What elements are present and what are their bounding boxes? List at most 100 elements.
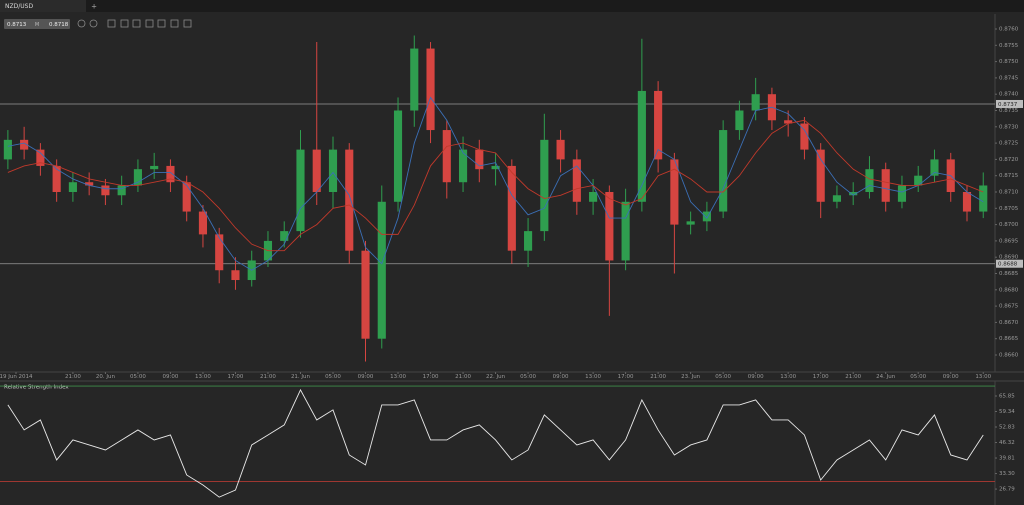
candle-body <box>475 149 484 170</box>
quote-box <box>4 19 70 29</box>
y-tick-label: 0.8715 <box>999 173 1019 179</box>
candle-body <box>719 130 728 212</box>
x-tick-label: 13:00 <box>195 374 211 380</box>
tab-label[interactable]: NZD/USD <box>5 3 33 10</box>
price-level-label: 0.8688 <box>998 262 1018 268</box>
y-tick-label: 0.8735 <box>999 108 1019 114</box>
candle-body <box>442 130 451 183</box>
y-tick-label: 39.81 <box>999 456 1015 462</box>
candle-body <box>101 185 110 196</box>
candle-body <box>345 149 354 251</box>
candle-body <box>800 123 809 150</box>
tool-line[interactable] <box>145 19 154 28</box>
candle-body <box>524 231 533 251</box>
y-tick-label: 0.8725 <box>999 141 1019 147</box>
y-tick-label: 0.8745 <box>999 75 1019 81</box>
quote-separator: M <box>35 22 39 28</box>
candle-body <box>832 195 842 202</box>
candle-body <box>377 201 386 339</box>
x-tick-label: 05:00 <box>910 374 926 380</box>
price-level-tag <box>996 259 1023 268</box>
y-tick-label: 0.8685 <box>999 271 1019 277</box>
candle-body <box>914 175 923 186</box>
zoom-in[interactable] <box>77 19 86 28</box>
x-tick-label: 17:00 <box>423 374 439 380</box>
y-tick-label: 0.8700 <box>999 222 1019 228</box>
x-tick-label: 05:00 <box>715 374 731 380</box>
toolbar <box>77 19 192 28</box>
candle-body <box>654 90 663 160</box>
x-tick-label: 21:00 <box>650 374 666 380</box>
x-tick-label: 21:00 <box>455 374 471 380</box>
x-tick-label: 13:00 <box>975 374 991 380</box>
x-tick-label: 19 Jun 2014 <box>0 374 33 380</box>
tool-indicators[interactable] <box>157 19 166 28</box>
tool-bars[interactable] <box>132 19 141 28</box>
y-tick-label: 0.8750 <box>999 59 1019 65</box>
candle-body <box>52 165 61 192</box>
candle-body <box>930 159 939 176</box>
x-tick-label: 05:00 <box>325 374 341 380</box>
y-tick-label: 0.8760 <box>999 26 1019 32</box>
candle-body <box>166 165 175 183</box>
x-tick-label: 09:00 <box>748 374 764 380</box>
rsi-title: Relative Strength Index <box>4 385 69 391</box>
candle-body <box>328 149 338 192</box>
candle-body <box>816 149 825 202</box>
x-tick-label: 21:00 <box>65 374 81 380</box>
candle-body <box>979 185 988 212</box>
y-tick-label: 0.8695 <box>999 238 1019 244</box>
candle-body <box>85 182 94 186</box>
y-tick-label: 0.8675 <box>999 304 1019 310</box>
y-tick-label: 0.8680 <box>999 287 1019 293</box>
y-tick-label: 0.8665 <box>999 336 1019 342</box>
candle-body <box>296 149 305 232</box>
x-tick-label: 13:00 <box>390 374 406 380</box>
candle-body <box>150 165 159 170</box>
add-tab[interactable]: + <box>91 3 97 11</box>
moving-average <box>7 119 984 252</box>
candle-body <box>735 110 744 131</box>
x-tick-label: 17:00 <box>618 374 634 380</box>
candle-body <box>589 192 598 202</box>
x-tick-label: 21:00 <box>845 374 861 380</box>
x-tick-label: 09:00 <box>163 374 179 380</box>
candle-body <box>572 159 581 202</box>
x-tick-label: 24. Jun <box>876 374 896 380</box>
tab-bar <box>0 0 1024 12</box>
tool-crosshair[interactable] <box>107 19 116 28</box>
candle-body <box>962 192 972 212</box>
candle-body <box>68 182 77 192</box>
y-tick-label: 0.8730 <box>999 124 1019 130</box>
tool-settings[interactable] <box>183 19 192 28</box>
x-tick-label: 23. Jun <box>681 374 701 380</box>
candle-body <box>751 94 760 111</box>
candle-body <box>702 211 711 222</box>
candle-body <box>686 221 695 225</box>
zoom-out[interactable] <box>89 19 98 28</box>
candle-body <box>605 192 614 261</box>
candle-body <box>865 169 874 192</box>
candle-body <box>458 149 468 183</box>
x-tick-label: 21:00 <box>260 374 276 380</box>
y-tick-label: 46.32 <box>999 440 1015 446</box>
y-tick-label: 0.8755 <box>999 43 1019 49</box>
tool-draw[interactable] <box>170 19 179 28</box>
tab[interactable] <box>0 0 86 12</box>
candle-body <box>280 231 289 241</box>
y-tick-label: 0.8660 <box>999 353 1019 359</box>
y-tick-label: 26.79 <box>999 487 1015 493</box>
candle-body <box>637 90 646 202</box>
tool-candles[interactable] <box>120 19 129 28</box>
x-tick-label: 20. Jun <box>96 374 116 380</box>
y-tick-label: 0.8670 <box>999 320 1019 326</box>
candle-body <box>784 120 793 124</box>
rsi-line <box>7 388 984 498</box>
x-tick-label: 22. Jun <box>486 374 506 380</box>
price-level-tag <box>996 99 1023 108</box>
candle-body <box>849 192 858 196</box>
y-tick-label: 0.8720 <box>999 157 1019 163</box>
x-tick-label: 05:00 <box>130 374 146 380</box>
candle-body <box>507 165 516 251</box>
